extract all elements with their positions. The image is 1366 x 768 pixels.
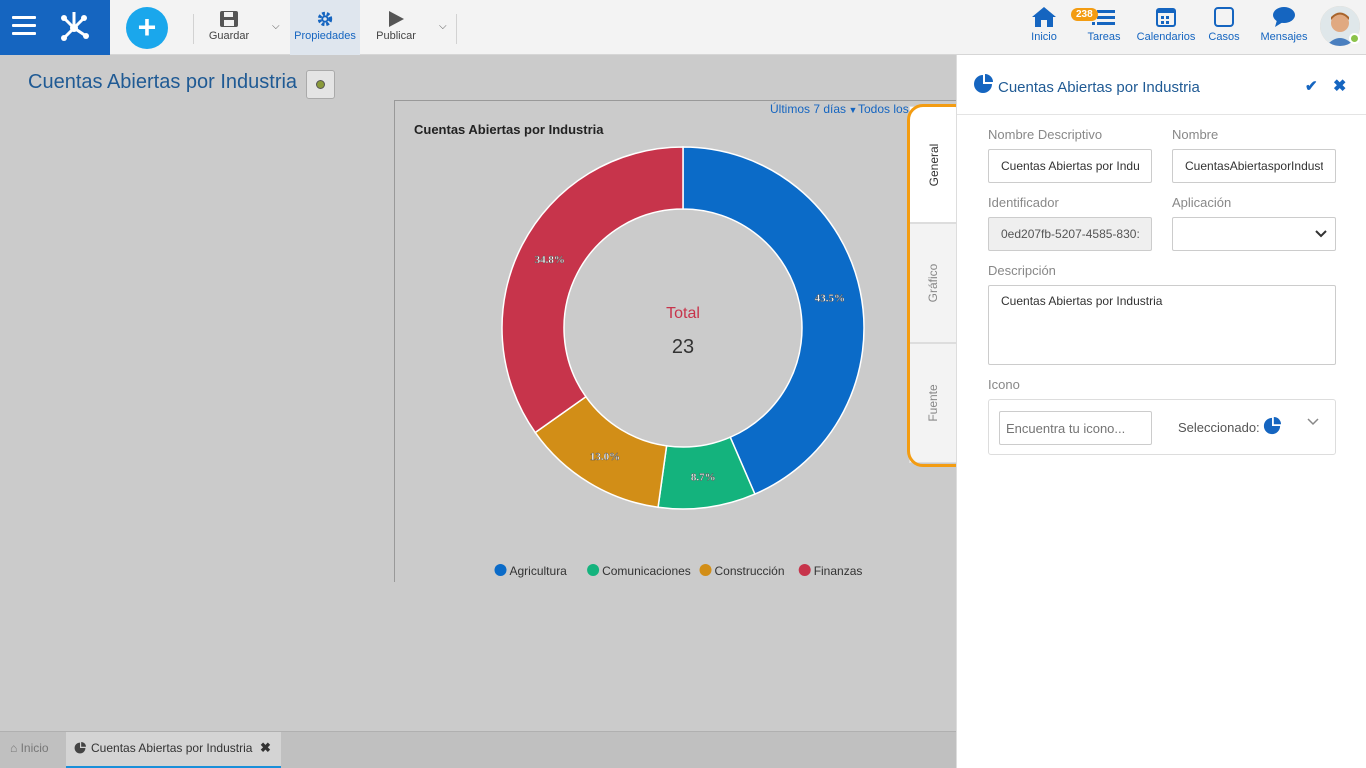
icon-picker: Seleccionado:: [988, 399, 1336, 455]
selected-icon-label: Seleccionado:: [1178, 420, 1260, 435]
tab-grafico[interactable]: Gráfico: [909, 223, 957, 343]
nav-calendarios[interactable]: Calendarios: [1135, 6, 1197, 43]
nombre-descriptivo-input[interactable]: [988, 149, 1152, 183]
bottom-tab-chart[interactable]: Cuentas Abiertas por Industria ✖: [66, 732, 281, 768]
todos-filter[interactable]: Todos los: [858, 102, 909, 116]
properties-button[interactable]: Propiedades: [290, 0, 360, 55]
icono-label: Icono: [988, 377, 1020, 392]
pie-chart-icon: [974, 74, 993, 93]
close-icon[interactable]: ✖: [1333, 78, 1347, 95]
chevron-down-icon: ▼: [846, 105, 858, 115]
chevron-down-icon[interactable]: [1307, 418, 1319, 426]
donut-center-value: 23: [672, 336, 694, 358]
chevron-down-icon: [1315, 230, 1327, 238]
bottom-tab-inicio[interactable]: ⌂ Inicio: [10, 741, 49, 755]
properties-panel: Cuentas Abiertas por Industria ✔ ✖ Nombr…: [956, 55, 1366, 768]
slice-data-label: 8.7%: [691, 472, 716, 484]
gear-icon: [317, 11, 333, 27]
legend-label-1[interactable]: Comunicaciones: [602, 564, 691, 578]
calendar-icon: [1156, 8, 1176, 27]
properties-title: Cuentas Abiertas por Industria: [998, 79, 1200, 96]
date-range-dropdown[interactable]: Últimos 7 días ▼: [770, 102, 857, 116]
publish-button[interactable]: Publicar: [370, 0, 422, 55]
nav-casos-label: Casos: [1208, 31, 1240, 43]
identificador-input: [988, 217, 1152, 251]
home-icon: ⌂: [10, 741, 18, 755]
cases-icon: [1214, 7, 1234, 27]
tab-grafico-label: Gráfico: [926, 263, 940, 303]
nav-mensajes-label: Mensajes: [1260, 31, 1308, 43]
tasks-count-badge: 238: [1071, 8, 1098, 21]
aplicacion-label: Aplicación: [1172, 195, 1232, 210]
top-toolbar: + Guardar ⌵ Propiedades Publicar ⌵ Inici…: [0, 0, 1366, 55]
nombre-descriptivo-label: Nombre Descriptivo: [988, 127, 1103, 142]
save-button[interactable]: Guardar: [204, 0, 254, 55]
tab-fuente-label: Fuente: [926, 384, 940, 422]
tab-fuente[interactable]: Fuente: [909, 343, 957, 463]
play-icon: [389, 11, 404, 27]
nav-casos[interactable]: Casos: [1207, 6, 1241, 43]
confirm-check-icon[interactable]: ✔: [1305, 78, 1318, 95]
legend-label-0[interactable]: Agricultura: [510, 564, 568, 578]
legend-label-3[interactable]: Finanzas: [814, 564, 863, 578]
nombre-input[interactable]: [1172, 149, 1336, 183]
identificador-label: Identificador: [988, 195, 1059, 210]
icon-search-input[interactable]: [999, 411, 1152, 445]
properties-header: Cuentas Abiertas por Industria ✔ ✖: [957, 55, 1366, 115]
status-toggle-button[interactable]: [306, 70, 335, 99]
slice-data-label: 34.8%: [535, 254, 565, 266]
nav-inicio-label: Inicio: [1031, 31, 1057, 43]
pie-chart-icon: [1263, 417, 1281, 435]
legend-marker-1[interactable]: [587, 564, 600, 576]
save-icon: [220, 11, 238, 27]
donut-hole: [565, 210, 801, 446]
save-label: Guardar: [208, 30, 250, 42]
pie-slice-3[interactable]: [501, 146, 684, 434]
nav-mensajes[interactable]: Mensajes: [1259, 6, 1309, 43]
toolbar-divider: [456, 14, 457, 44]
page-title: Cuentas Abiertas por Industria: [28, 71, 298, 93]
publish-dropdown-chevron-icon[interactable]: ⌵: [439, 21, 447, 32]
pie-chart-icon: [74, 742, 86, 754]
brand-area: [0, 0, 110, 55]
bottom-tab-bar: ⌂ Inicio Cuentas Abiertas por Industria …: [0, 731, 956, 768]
pie-slice-0[interactable]: [682, 146, 865, 496]
legend-marker-2[interactable]: [699, 564, 712, 576]
status-dot-icon: [316, 80, 325, 89]
tab-general[interactable]: General: [909, 106, 957, 223]
chart-panel: Cuentas Abiertas por Industria 43.5% 8.7% 1…: [394, 100, 956, 582]
publish-label: Publicar: [376, 30, 416, 42]
descripcion-label: Descripción: [988, 263, 1056, 278]
legend-label-2[interactable]: Construcción: [715, 564, 785, 578]
toolbar-divider: [193, 14, 194, 44]
tab-general-label: General: [926, 143, 941, 186]
nav-tareas-label: Tareas: [1087, 31, 1121, 43]
donut-chart: Cuentas Abiertas por Industria 43.5% 8.7% 1…: [414, 122, 865, 578]
nav-tareas[interactable]: Tareas: [1085, 6, 1123, 43]
hamburger-menu-icon[interactable]: [12, 16, 36, 38]
chart-title: Cuentas Abiertas por Industria: [414, 122, 604, 137]
aplicacion-select[interactable]: [1172, 217, 1336, 251]
online-status-dot: [1349, 33, 1360, 44]
home-icon: [1032, 7, 1056, 27]
app-logo-icon[interactable]: [56, 8, 92, 44]
donut-center-label: Total: [666, 305, 700, 322]
save-dropdown-chevron-icon[interactable]: ⌵: [272, 21, 280, 32]
close-tab-icon[interactable]: ✖: [260, 740, 271, 755]
nav-inicio[interactable]: Inicio: [1028, 6, 1060, 43]
nav-calendarios-label: Calendarios: [1136, 31, 1196, 43]
bottom-tab-chart-label: Cuentas Abiertas por Industria: [91, 741, 253, 755]
nombre-label: Nombre: [1172, 127, 1219, 142]
chat-icon: [1273, 7, 1295, 27]
legend-marker-0[interactable]: [494, 564, 507, 576]
add-button[interactable]: +: [126, 7, 168, 49]
slice-data-label: 43.5%: [815, 293, 845, 305]
slice-data-label: 13.0%: [590, 451, 620, 463]
bottom-tab-inicio-label: Inicio: [20, 741, 49, 755]
descripcion-textarea[interactable]: [988, 285, 1336, 365]
legend-marker-3[interactable]: [798, 564, 811, 576]
properties-label: Propiedades: [294, 30, 356, 42]
date-range-label: Últimos 7 días: [770, 102, 847, 116]
